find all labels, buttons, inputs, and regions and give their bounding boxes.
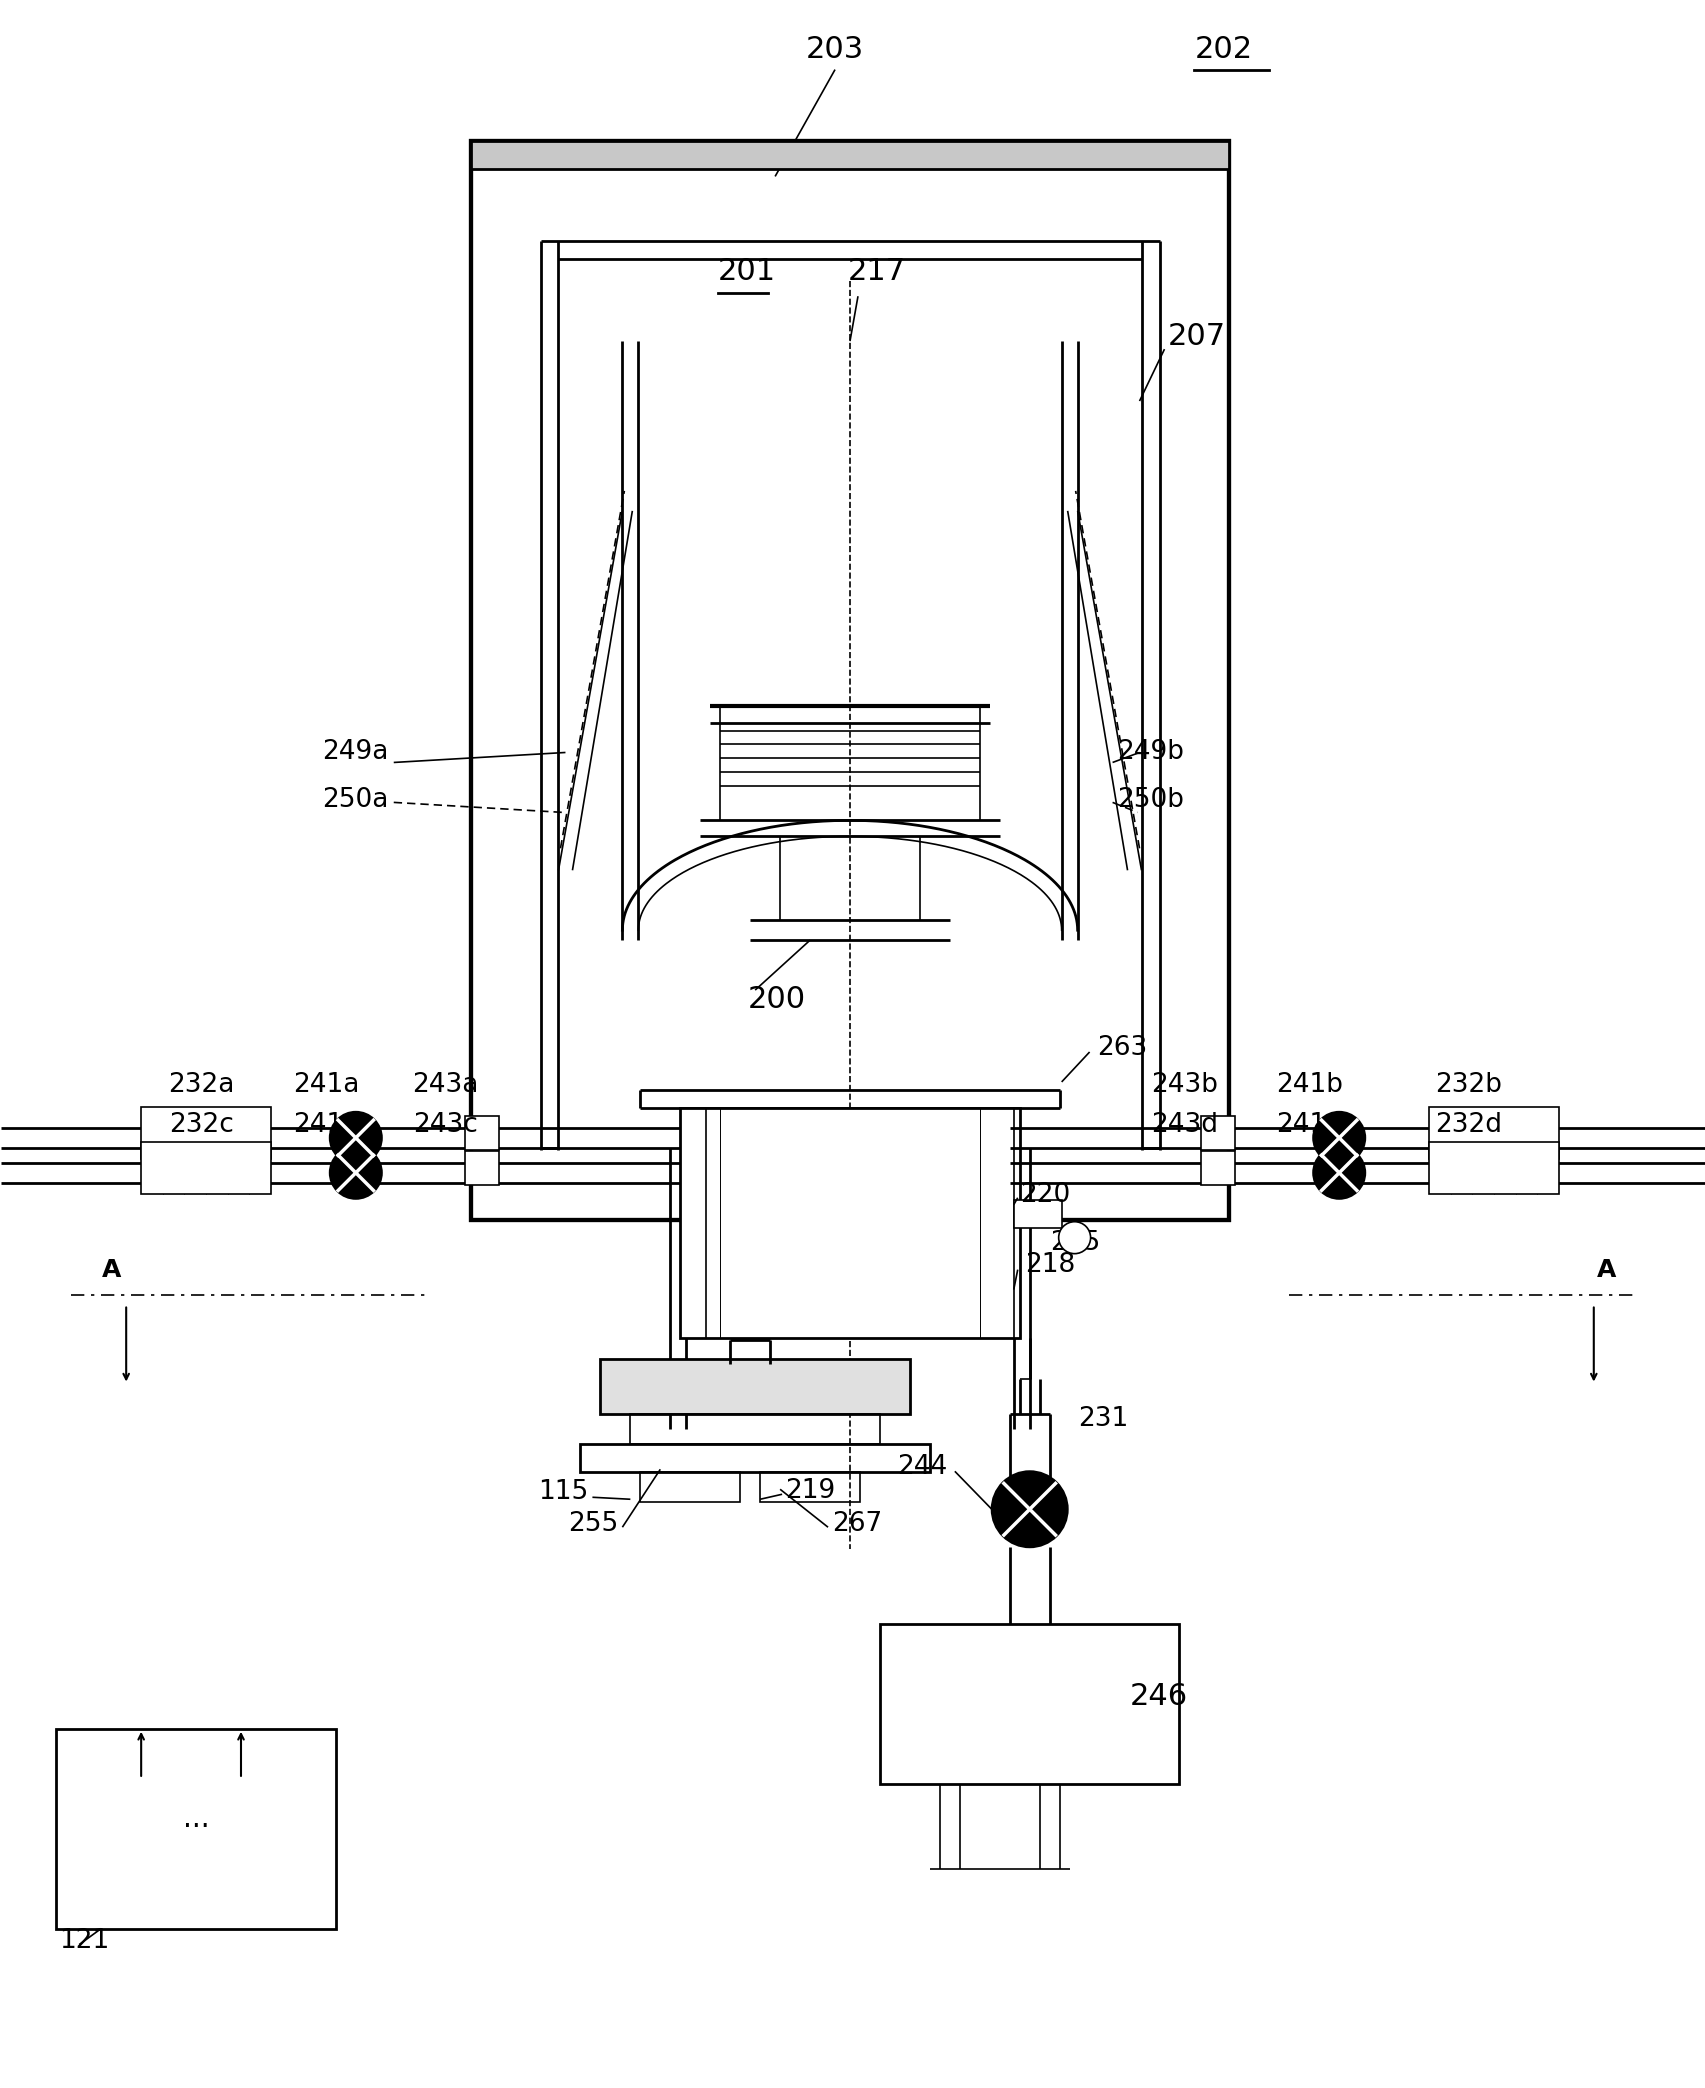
Text: 218: 218: [1025, 1251, 1074, 1278]
Bar: [1013, 1201, 1061, 1228]
Text: 244: 244: [897, 1455, 948, 1480]
Text: 243a: 243a: [413, 1071, 479, 1098]
Text: 267: 267: [832, 1512, 881, 1537]
Text: 217: 217: [847, 257, 905, 286]
Text: 245: 245: [1049, 1230, 1100, 1255]
Text: 207: 207: [1166, 322, 1224, 351]
Text: 201: 201: [718, 257, 776, 286]
Circle shape: [991, 1472, 1067, 1547]
Circle shape: [329, 1113, 382, 1163]
Circle shape: [1313, 1113, 1364, 1163]
Text: 232a: 232a: [167, 1071, 234, 1098]
Text: 241c: 241c: [293, 1111, 358, 1138]
Bar: [1200, 1150, 1234, 1184]
Bar: [1200, 1115, 1234, 1150]
Text: 121: 121: [60, 1927, 109, 1954]
Bar: [1429, 1142, 1558, 1194]
Circle shape: [329, 1146, 382, 1199]
Text: 220: 220: [1020, 1182, 1069, 1207]
Text: 203: 203: [805, 35, 864, 63]
Text: 255: 255: [568, 1512, 617, 1537]
Bar: [760, 1472, 859, 1501]
Text: 249b: 249b: [1117, 739, 1183, 766]
Text: 115: 115: [537, 1478, 588, 1505]
Text: 250a: 250a: [322, 787, 389, 814]
Text: 250b: 250b: [1117, 787, 1183, 814]
Bar: [464, 1115, 498, 1150]
Bar: [680, 1109, 1020, 1338]
Bar: [471, 142, 1229, 1219]
Text: 243d: 243d: [1151, 1111, 1217, 1138]
Bar: [471, 142, 1229, 1219]
Text: 249a: 249a: [322, 739, 389, 766]
Bar: [639, 1472, 740, 1501]
Text: 232b: 232b: [1434, 1071, 1502, 1098]
Text: 202: 202: [1194, 35, 1251, 63]
Text: 246: 246: [1129, 1683, 1187, 1712]
Bar: [580, 1445, 929, 1472]
Bar: [600, 1359, 909, 1414]
Circle shape: [1059, 1221, 1089, 1253]
Bar: [56, 1729, 336, 1929]
Bar: [142, 1142, 271, 1194]
Bar: [471, 142, 1229, 169]
Text: 243c: 243c: [413, 1111, 477, 1138]
Text: 241a: 241a: [293, 1071, 358, 1098]
Text: 241b: 241b: [1275, 1071, 1342, 1098]
Text: 200: 200: [748, 986, 806, 1015]
Text: A: A: [102, 1257, 121, 1282]
Text: 232c: 232c: [169, 1111, 234, 1138]
Text: A: A: [1596, 1257, 1616, 1282]
Text: ...: ...: [182, 1804, 210, 1833]
Bar: [142, 1107, 271, 1159]
Text: 241d: 241d: [1275, 1111, 1342, 1138]
Circle shape: [1313, 1146, 1364, 1199]
Text: 231: 231: [1078, 1407, 1127, 1432]
Text: 219: 219: [784, 1478, 835, 1503]
Bar: [1429, 1107, 1558, 1159]
Text: 232d: 232d: [1434, 1111, 1502, 1138]
Bar: [629, 1414, 880, 1445]
Bar: [880, 1624, 1178, 1783]
Text: 263: 263: [1096, 1036, 1147, 1061]
Bar: [464, 1150, 498, 1184]
Text: 243b: 243b: [1151, 1071, 1217, 1098]
